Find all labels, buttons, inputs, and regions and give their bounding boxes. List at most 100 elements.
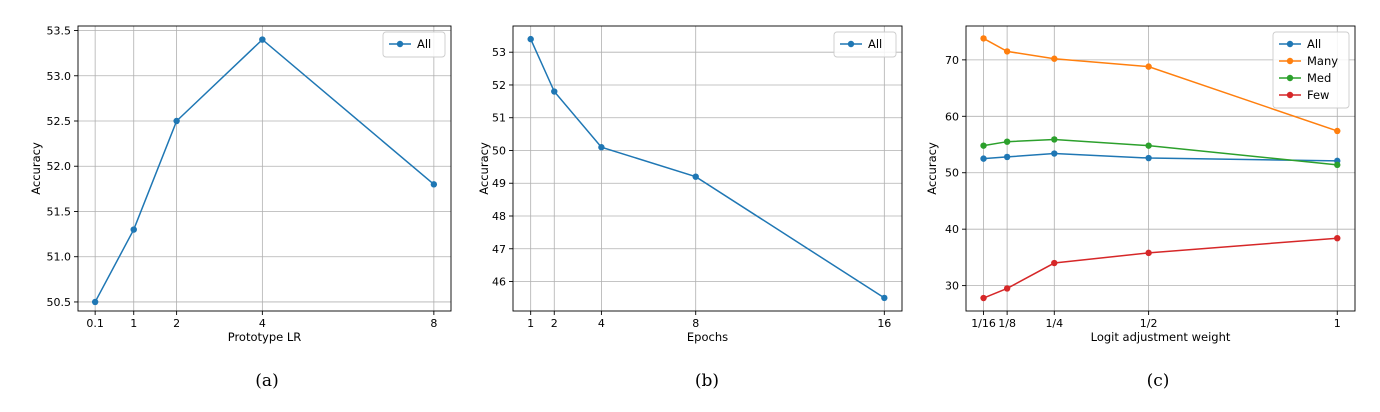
x-tick-label: 2 (173, 317, 180, 330)
legend-label-all: All (868, 37, 882, 51)
x-tick-label: 8 (692, 317, 699, 330)
y-tick-label: 50.5 (47, 296, 72, 309)
legend-marker-all (396, 40, 404, 48)
data-point-med (1334, 161, 1341, 169)
x-tick-label: 1 (1334, 317, 1341, 330)
figure-caption: (a) (255, 371, 278, 391)
data-point-all (173, 117, 180, 125)
x-tick-label: 2 (551, 317, 558, 330)
legend-label-few: Few (1307, 88, 1329, 102)
y-tick-label: 51.5 (47, 205, 72, 218)
y-axis-label: Accuracy (29, 142, 43, 195)
y-tick-label: 40 (945, 223, 959, 236)
data-point-all (1003, 153, 1011, 161)
data-point-med (1051, 136, 1058, 143)
series-line-few (983, 237, 1338, 299)
legend: All (833, 31, 897, 58)
x-tick-label: 1/16 (971, 317, 996, 330)
y-tick-label: 49 (492, 177, 506, 190)
y-tick-label: 50 (945, 167, 959, 180)
y-tick-label: 46 (492, 276, 506, 289)
data-point-all (527, 35, 534, 43)
y-tick-label: 52.5 (47, 115, 72, 128)
legend-marker-all (1286, 40, 1294, 48)
plot-frame (512, 25, 903, 312)
plot-frame (965, 25, 1356, 312)
data-point-few (1003, 285, 1011, 292)
x-axis-label: Prototype LR (228, 330, 302, 344)
data-point-many (1145, 63, 1152, 70)
series-line-all (94, 38, 435, 303)
data-point-all (1051, 150, 1058, 157)
data-point-many (1051, 55, 1058, 62)
y-tick-label: 52.0 (47, 160, 72, 173)
data-point-few (1145, 249, 1152, 257)
y-tick-label: 53.5 (47, 25, 72, 38)
x-tick-label: 1/2 (1140, 317, 1158, 330)
x-tick-label: 1/4 (1045, 317, 1063, 330)
y-tick-label: 51 (492, 112, 506, 125)
x-tick-label: 1 (130, 317, 137, 330)
y-tick-label: 48 (492, 210, 506, 223)
x-tick-label: 0.1 (86, 317, 104, 330)
plot-frame (77, 25, 452, 312)
y-tick-label: 53.0 (47, 70, 72, 83)
y-tick-label: 60 (945, 110, 959, 123)
data-point-med (1003, 138, 1011, 145)
data-point-few (980, 294, 987, 302)
x-tick-label: 1/8 (998, 317, 1016, 330)
legend-label-all: All (1307, 37, 1321, 51)
legend-label-med: Med (1307, 71, 1331, 85)
y-axis-label: Accuracy (477, 142, 491, 195)
legend: All Many Med Few (1272, 31, 1350, 109)
legend: All (382, 31, 446, 58)
data-point-med (1145, 142, 1152, 149)
y-tick-label: 52 (492, 79, 506, 92)
y-tick-label: 51.0 (47, 251, 72, 264)
data-point-med (980, 142, 987, 149)
data-point-all (259, 36, 266, 43)
data-point-many (1003, 48, 1011, 55)
data-point-few (1334, 234, 1341, 242)
x-axis-label: Logit adjustment weight (1091, 330, 1231, 344)
data-point-many (1334, 127, 1341, 135)
x-tick-label: 8 (430, 317, 437, 330)
legend-label-all: All (417, 37, 431, 51)
legend-box (1272, 31, 1350, 109)
chart-panel-3: 1/16 1/8 1/4 1/2 1 30 40 50 60 70 Logit adjustment… (925, 25, 1356, 391)
series-line-all (529, 38, 885, 299)
data-point-all (598, 144, 605, 151)
x-tick-label: 16 (877, 317, 891, 330)
legend-box (382, 31, 446, 58)
data-point-all (1145, 154, 1152, 162)
y-tick-label: 70 (945, 54, 959, 67)
legend-marker-many (1286, 57, 1294, 65)
data-point-all (91, 298, 99, 306)
data-point-all (692, 173, 699, 180)
series-line-med (983, 138, 1338, 166)
chart-panel-1: 0.1 1 2 4 8 50.5 51.0 51.5 52.0 52.5 53.0 53.5 Proto… (29, 25, 452, 391)
data-point-many (980, 35, 987, 42)
data-point-all (551, 88, 558, 95)
x-axis-label: Epochs (687, 330, 728, 344)
data-point-all (430, 181, 438, 188)
chart-panel-2: 1 2 4 8 164647484950515253EpochsAccuracyAll(… (477, 25, 903, 391)
legend-box (833, 31, 897, 58)
legend-marker-all (847, 40, 855, 48)
x-tick-label: 4 (259, 317, 266, 330)
legend-label-many: Many (1307, 54, 1338, 68)
legend-marker-few (1286, 91, 1294, 99)
figure-caption: (c) (1147, 371, 1170, 391)
x-tick-label: 4 (598, 317, 605, 330)
y-tick-label: 30 (945, 280, 959, 293)
data-point-all (130, 226, 137, 233)
y-tick-label: 47 (492, 243, 506, 256)
figure-caption: (b) (695, 371, 719, 391)
y-tick-label: 53 (492, 46, 506, 59)
y-axis-label: Accuracy (925, 142, 939, 195)
data-point-all (881, 294, 888, 302)
data-point-all (980, 155, 987, 162)
data-point-few (1051, 259, 1058, 267)
x-tick-label: 1 (527, 317, 534, 330)
